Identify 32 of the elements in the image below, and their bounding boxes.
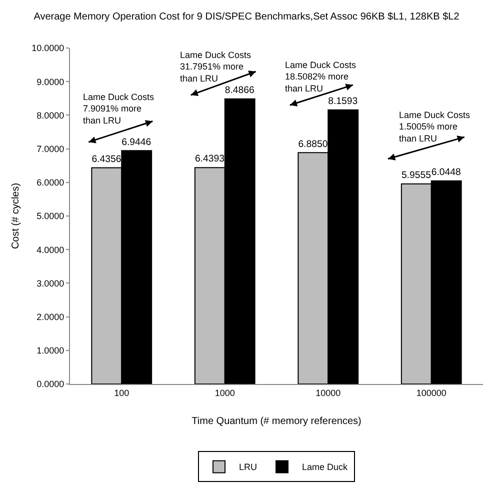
y-tick-label: 4.0000	[36, 244, 64, 255]
data-label: 5.9555	[401, 170, 431, 182]
data-label: 8.4866	[224, 84, 254, 96]
data-label: 6.9446	[122, 136, 152, 148]
annotation: Lame Duck Costs 1.5005% more than LRU	[399, 110, 471, 144]
y-tick-label: 9.0000	[36, 76, 64, 87]
y-tick-label: 1.0000	[36, 346, 64, 356]
legend-label: LRU	[239, 462, 258, 472]
y-tick-label: 2.0000	[36, 312, 64, 322]
annotation: Lame Duck Costs 18.5082% more than LRU	[285, 60, 357, 94]
y-axis-title: Cost (# cycles)	[10, 182, 22, 250]
annotation: Lame Duck Costs 31.7951% more than LRU	[180, 50, 252, 84]
data-label: 6.8850	[298, 138, 328, 150]
chart-title: Average Memory Operation Cost for 9 DIS/SPEC Benchmarks,Set Assoc 96KB $L1, 128KB $L2	[34, 11, 460, 22]
y-tick-label: 5.0000	[36, 211, 64, 222]
x-tick-label: 100000	[416, 388, 446, 398]
x-tick-label: 100	[114, 388, 130, 398]
annotation: Lame Duck Costs 7.9091% more than LRU	[83, 92, 155, 126]
y-tick-label: 0.0000	[36, 379, 64, 390]
x-axis-title: Time Quantum (# memory references)	[192, 416, 362, 427]
y-tick-label: 8.0000	[36, 110, 64, 120]
data-label: 8.1593	[328, 96, 358, 107]
data-label: 6.0448	[431, 166, 461, 178]
y-tick-label: 3.0000	[36, 278, 64, 288]
data-label: 6.4356	[92, 154, 122, 165]
data-label: 6.4393	[194, 154, 224, 165]
x-tick-label: 1000	[214, 388, 235, 398]
legend-label: Lame Duck	[302, 462, 348, 472]
y-tick-label: 10.0000	[32, 43, 64, 54]
x-tick-label: 10000	[316, 388, 341, 398]
y-tick-label: 7.0000	[36, 144, 64, 154]
y-tick-label: 6.0000	[36, 178, 64, 188]
